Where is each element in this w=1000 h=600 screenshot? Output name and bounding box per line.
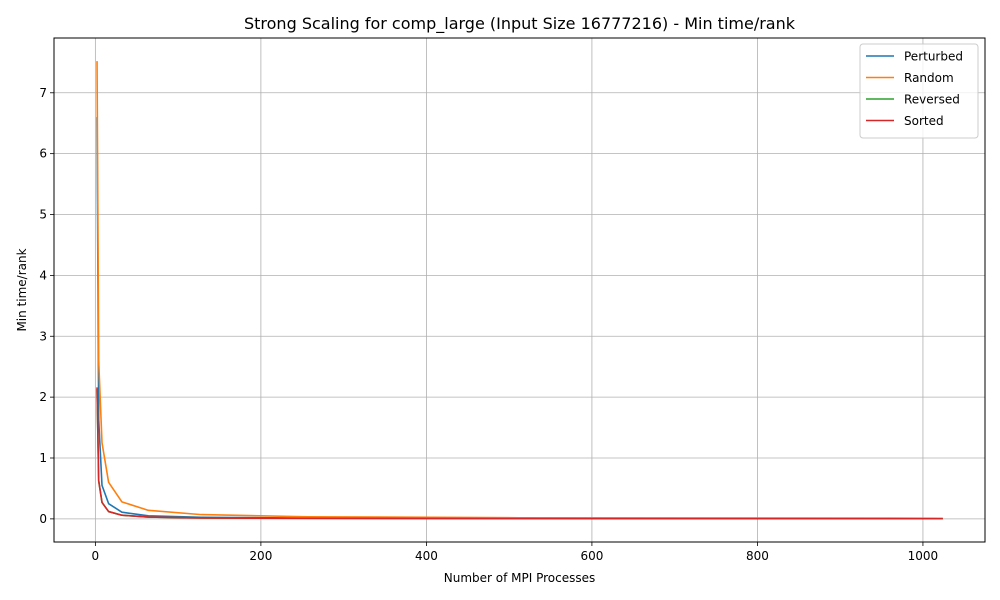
legend: Perturbed Random Reversed Sorted [859,43,979,139]
series-line-perturbed [96,117,943,520]
legend-label-perturbed: Perturbed [904,50,963,64]
y-tick-label: 1 [39,451,47,465]
y-tick-label: 7 [39,86,47,100]
y-tick-label: 0 [39,512,47,526]
grid-layer [54,38,985,542]
tick-layer: 0 200 400 600 800 1000 0 1 2 3 4 5 6 7 [39,86,938,563]
x-tick-label: 400 [415,549,438,563]
series-line-random [96,61,943,520]
legend-label-reversed: Reversed [904,93,960,107]
series-line-sorted [96,387,943,520]
plot-frame [53,37,986,543]
series-line-reversed [96,389,943,520]
series-layer [96,61,943,520]
x-tick-label: 1000 [908,549,939,563]
y-tick-label: 3 [39,329,47,343]
y-tick-label: 4 [39,268,47,282]
x-tick-label: 600 [580,549,603,563]
x-axis-title: Number of MPI Processes [444,571,596,585]
legend-box [859,43,979,139]
legend-label-sorted: Sorted [904,114,944,128]
y-tick-label: 2 [39,390,47,404]
y-axis-title: Min time/rank [15,248,29,331]
x-tick-label: 800 [746,549,769,563]
legend-label-random: Random [904,71,954,85]
chart-title: Strong Scaling for comp_large (Input Siz… [244,14,796,34]
y-tick-label: 6 [39,147,47,161]
x-tick-label: 200 [249,549,272,563]
x-tick-label: 0 [92,549,100,563]
y-tick-label: 5 [39,208,47,222]
